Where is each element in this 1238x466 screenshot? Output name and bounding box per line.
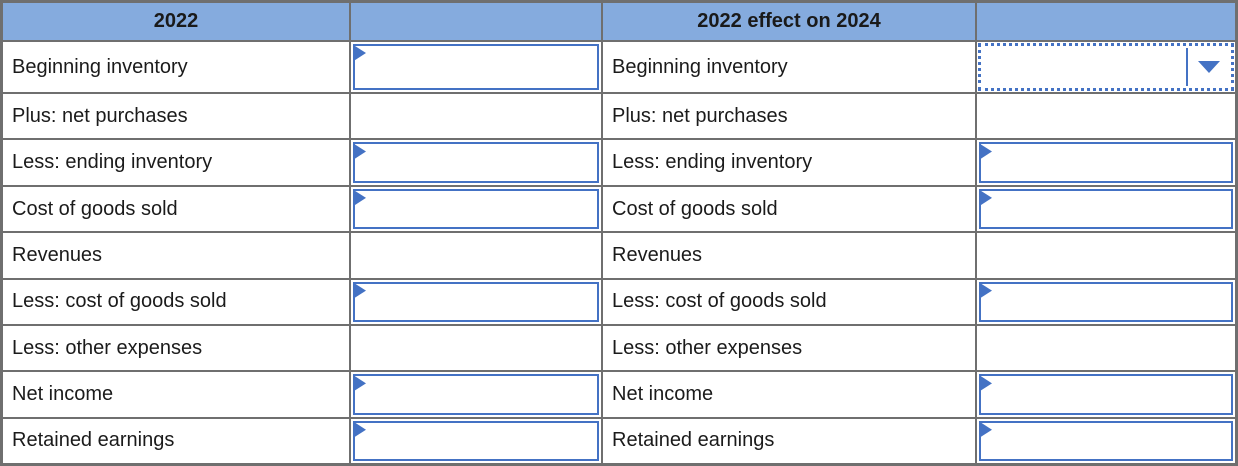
table-row: Revenues Revenues [3,233,1235,280]
row-label-ending-inventory-effect: Less: ending inventory [603,140,977,185]
dropdown-divider [1186,48,1188,87]
amount-cell [351,418,603,463]
amount-input-net-income[interactable] [353,374,599,415]
table-row: Net income Net income [3,372,1235,419]
amount-input-cogs[interactable] [353,188,599,230]
table-row: Beginning inventory Beginning inventory [3,42,1235,95]
answer-flag-icon [981,376,992,391]
row-label-revenues: Revenues [3,233,351,278]
row-label-net-income: Net income [3,372,351,417]
amount-cell [351,140,603,185]
row-label-retained-earnings: Retained earnings [3,418,351,463]
amount-input-ending-inventory[interactable] [353,142,599,183]
row-label-other-expenses: Less: other expenses [3,325,351,371]
effect-input-retained-earnings[interactable] [979,420,1233,461]
amount-cell [351,42,603,93]
empty-cell [977,325,1235,371]
row-label-retained-earnings-effect: Retained earnings [603,418,977,463]
row-label-net-income-effect: Net income [603,372,977,417]
effect-cell [977,140,1235,185]
amount-cell [351,186,603,232]
effect-input-net-income[interactable] [979,374,1233,415]
answer-flag-icon [355,190,366,205]
row-label-net-purchases-effect: Plus: net purchases [603,94,977,139]
amount-cell [351,279,603,324]
answer-flag-icon [355,46,366,61]
header-2022: 2022 [3,3,351,40]
answer-flag-icon [355,283,366,298]
row-label-revenues-effect: Revenues [603,233,977,278]
row-label-net-purchases: Plus: net purchases [3,94,351,139]
effect-cell [977,418,1235,463]
answer-flag-icon [355,422,366,437]
table-row: Plus: net purchases Plus: net purchases [3,94,1235,141]
effect-cell [977,186,1235,232]
table-row: Cost of goods sold Cost of goods sold [3,186,1235,234]
row-label-beginning-inventory: Beginning inventory [3,42,351,93]
table-row: Less: ending inventory Less: ending inve… [3,140,1235,187]
effect-input-cogs[interactable] [979,188,1233,230]
answer-flag-icon [981,144,992,159]
header-2022-amount [351,3,603,40]
row-label-cogs-effect: Cost of goods sold [603,186,977,232]
table-row: Less: cost of goods sold Less: cost of g… [3,279,1235,326]
effect-cell [977,279,1235,324]
effect-dropdown-beginning-inventory[interactable] [978,43,1234,92]
row-label-cogs: Cost of goods sold [3,186,351,232]
empty-cell [977,94,1235,139]
empty-cell [351,233,603,278]
row-label-less-cogs: Less: cost of goods sold [3,279,351,324]
answer-flag-icon [355,376,366,391]
row-label-other-expenses-effect: Less: other expenses [603,325,977,371]
amount-input-beginning-inventory[interactable] [353,44,599,91]
amount-input-retained-earnings[interactable] [353,420,599,461]
empty-cell [977,233,1235,278]
empty-cell [351,325,603,371]
answer-flag-icon [981,190,992,205]
empty-cell [351,94,603,139]
header-row: 2022 2022 effect on 2024 [3,3,1235,42]
answer-flag-icon [355,144,366,159]
dropdown-caret-icon[interactable] [1198,61,1220,74]
row-label-less-cogs-effect: Less: cost of goods sold [603,279,977,324]
row-label-ending-inventory: Less: ending inventory [3,140,351,185]
answer-flag-icon [981,422,992,437]
effect-cell [977,42,1235,93]
table-row: Less: other expenses Less: other expense… [3,325,1235,373]
amount-input-less-cogs[interactable] [353,281,599,322]
header-2022-effect-on-2024: 2022 effect on 2024 [603,3,977,40]
effect-input-less-cogs[interactable] [979,281,1233,322]
amount-cell [351,372,603,417]
table-row: Retained earnings Retained earnings [3,418,1235,463]
effect-input-ending-inventory[interactable] [979,142,1233,183]
effect-cell [977,372,1235,417]
row-label-beginning-inventory-effect: Beginning inventory [603,42,977,93]
answer-flag-icon [981,283,992,298]
header-effect-amount [977,3,1235,40]
